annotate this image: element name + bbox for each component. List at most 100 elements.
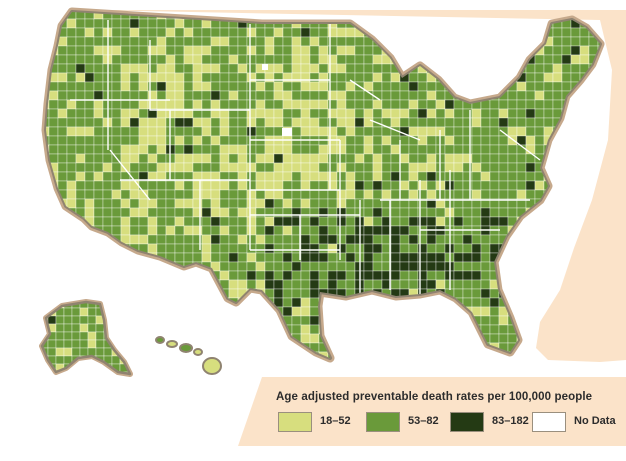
county-cell (453, 54, 464, 65)
county-cell (363, 297, 374, 308)
county-cell (229, 361, 238, 370)
county-cell (102, 261, 113, 272)
county-cell (201, 135, 212, 146)
county-cell (246, 36, 257, 47)
county-cell (543, 108, 554, 119)
county-cell (291, 45, 302, 56)
county-cell (291, 117, 302, 128)
county-cell (525, 288, 536, 299)
county-cell (246, 63, 257, 74)
county-cell (300, 81, 311, 92)
county-cell (345, 117, 356, 128)
county-cell (183, 297, 194, 308)
county-cell (372, 189, 383, 200)
county-cell (489, 54, 500, 65)
county-cell (570, 36, 581, 47)
county-cell (48, 270, 59, 281)
county-cell (237, 144, 248, 155)
county-cell (408, 279, 419, 290)
county-cell (75, 18, 86, 29)
county-cell (579, 162, 590, 173)
county-cell (71, 339, 81, 349)
county-cell (471, 180, 482, 191)
county-cell (174, 234, 185, 245)
county-cell (147, 288, 158, 299)
county-cell (93, 288, 104, 299)
county-cell (55, 355, 65, 365)
county-cell (219, 306, 230, 317)
county-cell (291, 144, 302, 155)
county-cell (246, 351, 257, 358)
county-cell (57, 153, 68, 164)
county-cell (57, 180, 68, 191)
county-cell (183, 225, 194, 236)
county-cell (120, 306, 131, 317)
county-cell (111, 288, 122, 299)
county-cell (408, 117, 419, 128)
county-cell (318, 162, 329, 173)
county-cell (237, 63, 248, 74)
county-cell (255, 99, 266, 110)
county-cell (543, 288, 554, 299)
county-cell (138, 36, 149, 47)
county-cell (309, 225, 320, 236)
county-cell (507, 243, 518, 254)
county-cell (444, 324, 455, 335)
county-cell (228, 126, 239, 137)
county-cell (435, 297, 446, 308)
county-cell (111, 90, 122, 101)
county-cell (408, 306, 419, 317)
county-cell (165, 63, 176, 74)
county-cell (66, 243, 77, 254)
county-cell (480, 135, 491, 146)
county-cell (570, 207, 581, 218)
county-cell (345, 216, 356, 227)
county-cell (462, 72, 473, 83)
county-cell (318, 180, 329, 191)
county-cell (390, 333, 401, 344)
county-cell (129, 99, 140, 110)
county-cell (219, 117, 230, 128)
county-cell (516, 297, 527, 308)
county-cell (127, 339, 130, 349)
county-cell (525, 72, 536, 83)
county-cell (418, 361, 427, 370)
county-cell (480, 261, 491, 272)
county-cell (453, 171, 464, 182)
county-cell (345, 306, 356, 317)
county-cell (444, 144, 455, 155)
county-cell (291, 198, 302, 209)
county-cell (183, 351, 194, 358)
county-cell (435, 207, 446, 218)
county-cell (498, 45, 509, 56)
county-cell (471, 306, 482, 317)
county-cell (228, 36, 239, 47)
county-cell (318, 126, 329, 137)
county-cell (489, 162, 500, 173)
county-cell (174, 180, 185, 191)
county-cell (255, 351, 266, 358)
county-cell (138, 72, 149, 83)
county-cell (453, 315, 464, 326)
county-cell (291, 81, 302, 92)
county-cell (165, 99, 176, 110)
county-cell (363, 234, 374, 245)
county-cell (381, 153, 392, 164)
county-cell (489, 117, 500, 128)
county-cell (228, 117, 239, 128)
county-cell (507, 153, 518, 164)
county-cell (192, 54, 203, 65)
county-cell (75, 198, 86, 209)
county-cell (372, 126, 383, 137)
county-cell (165, 54, 176, 65)
county-cell (354, 189, 365, 200)
county-cell (183, 162, 194, 173)
county-cell (246, 252, 257, 263)
county-cell (300, 162, 311, 173)
county-cell (345, 54, 356, 65)
county-cell (192, 99, 203, 110)
county-cell (408, 27, 419, 38)
county-cell (165, 18, 176, 29)
county-cell (336, 126, 347, 137)
county-cell (93, 279, 104, 290)
